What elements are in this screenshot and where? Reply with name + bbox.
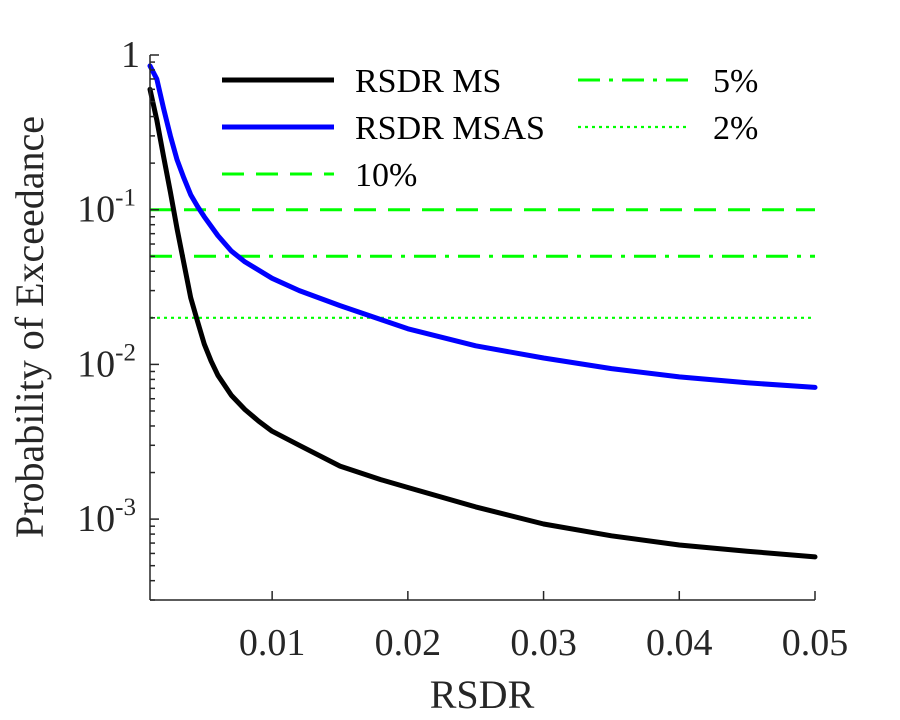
y-tick-label: 1	[121, 34, 140, 76]
series-layer	[147, 63, 818, 560]
legend-entry-rsdr-msas: RSDR MSAS	[222, 110, 545, 147]
x-tick-label: 0.03	[510, 622, 577, 664]
y-tick-label: 10-2	[77, 339, 136, 385]
legend-label: RSDR MSAS	[355, 110, 545, 147]
x-tick-label: 0.05	[782, 622, 849, 664]
legend: RSDR MS RSDR MSAS 10% 5% 2%	[222, 63, 758, 194]
ticks-layer: 0.01 0.02 0.03 0.04 0.05 1 10-1 10-2 10-3	[77, 34, 848, 664]
legend-entry-10pct: 10%	[222, 157, 417, 194]
x-tick-label: 0.01	[239, 622, 306, 664]
y-tick-label: 10-3	[77, 494, 136, 540]
axes-layer	[149, 55, 815, 601]
x-axis-label: RSDR	[430, 672, 535, 717]
legend-label: 10%	[355, 157, 417, 194]
series-line-rsdr-msas	[147, 63, 818, 390]
series-line-rsdr-ms	[147, 86, 818, 560]
y-tick-label: 10-1	[77, 185, 136, 231]
legend-entry-rsdr-ms: RSDR MS	[222, 63, 501, 100]
legend-label: 2%	[713, 110, 758, 147]
legend-entry-5pct: 5%	[578, 63, 758, 100]
legend-label: RSDR MS	[355, 63, 501, 100]
y-axis-label: Probability of Exceedance	[7, 116, 52, 538]
legend-label: 5%	[713, 63, 758, 100]
x-tick-label: 0.04	[646, 622, 713, 664]
x-tick-label: 0.02	[375, 622, 442, 664]
legend-entry-2pct: 2%	[578, 110, 758, 147]
